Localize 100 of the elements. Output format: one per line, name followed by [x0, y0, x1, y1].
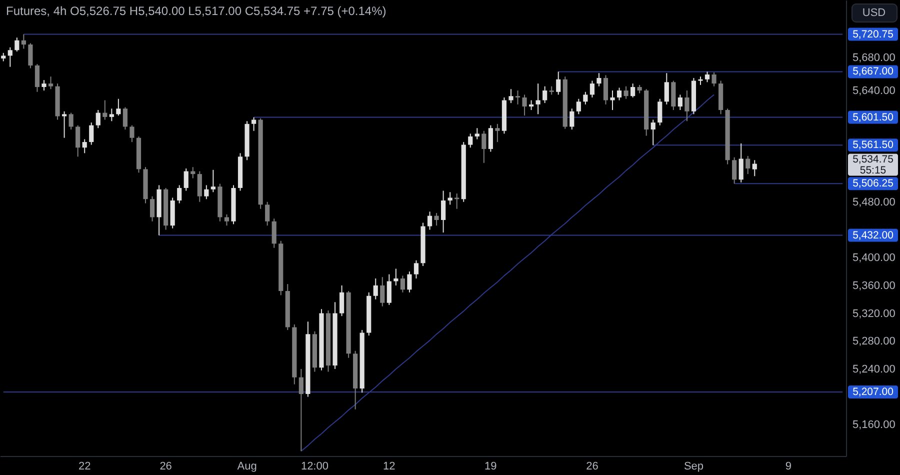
candlestick	[339, 284, 344, 317]
candlestick	[400, 275, 405, 293]
candlestick	[96, 109, 100, 129]
candlestick	[414, 260, 419, 279]
candlestick	[746, 155, 750, 175]
candlestick	[265, 201, 270, 226]
x-tick-label: Aug	[237, 460, 257, 472]
candlestick	[204, 184, 209, 200]
candlestick	[407, 271, 412, 293]
x-tick-label: Sep	[684, 460, 704, 472]
candlestick	[394, 268, 398, 286]
candlestick	[427, 211, 432, 230]
candlestick	[664, 72, 669, 105]
candlestick	[386, 274, 392, 306]
candlestick	[678, 94, 682, 110]
candlestick	[570, 108, 574, 130]
candlestick	[373, 278, 378, 300]
candlestick	[224, 214, 230, 226]
candlestick	[542, 86, 548, 104]
candlestick	[495, 123, 500, 143]
candlestick	[684, 90, 690, 122]
candlestick	[116, 98, 121, 116]
x-tick-label: 26	[160, 460, 172, 472]
candlestick	[528, 100, 534, 110]
candlestick	[441, 190, 446, 234]
candlestick	[150, 196, 155, 222]
candlestick	[515, 90, 520, 105]
candlestick	[252, 116, 256, 132]
x-tick-label: 12:00	[300, 460, 328, 472]
candlestick	[738, 142, 744, 183]
data-label: 5,720.75	[852, 28, 894, 40]
y-tick-label: 5,480.00	[852, 196, 896, 208]
candlestick	[272, 218, 276, 248]
y-tick-label: 5,360.00	[852, 280, 896, 292]
candlestick	[177, 184, 182, 204]
x-tick-label: 22	[78, 460, 91, 472]
candlestick	[576, 98, 581, 115]
candlestick	[732, 156, 737, 184]
candlestick	[14, 37, 20, 52]
x-tick-label: 9	[785, 460, 792, 472]
candlestick	[596, 72, 602, 87]
candlestick	[42, 80, 46, 92]
chart-title: Futures, 4h O5,526.75 H5,540.00 L5,517.00 C5,534.75 +7.75 (+0.14%)	[6, 4, 386, 18]
candlestick	[109, 108, 114, 122]
candlestick	[650, 119, 656, 146]
candlestick	[603, 74, 608, 105]
candlestick	[712, 72, 716, 87]
candlestick	[624, 86, 628, 100]
candlestick	[583, 91, 588, 105]
y-tick-label: 5,680.00	[852, 52, 896, 64]
candlestick	[536, 83, 540, 115]
candlestick	[508, 88, 514, 104]
y-tick-label: 5,640.00	[852, 85, 896, 98]
candlestick	[704, 71, 710, 83]
candlestick	[468, 133, 473, 148]
y-tick-label: 5,280.00	[852, 336, 896, 348]
candlestick	[752, 160, 757, 177]
candlestick	[658, 98, 662, 126]
y-tick-label: 5,240.00	[852, 363, 896, 376]
candlestick	[197, 170, 202, 202]
x-tick-label: 26	[586, 460, 598, 472]
candlestick	[130, 124, 134, 143]
candlestick	[28, 42, 33, 69]
candlestick	[8, 46, 12, 68]
y-tick-label: 5,400.00	[852, 252, 896, 264]
candlestick	[68, 112, 74, 130]
candlestick	[380, 276, 385, 307]
y-tick-label: 5,320.00	[852, 308, 896, 320]
candlestick	[34, 64, 40, 92]
candlestick	[21, 34, 26, 50]
data-label: 5,207.00	[852, 386, 894, 398]
candlestick	[616, 87, 622, 101]
candlestick	[210, 169, 216, 193]
candlestick	[122, 106, 128, 130]
y-tick-label: 5,160.00	[852, 419, 896, 432]
candlestick	[89, 122, 94, 146]
data-label: 5,601.50	[852, 111, 894, 124]
data-label: 5,561.50	[852, 139, 894, 152]
candlestick	[298, 368, 304, 452]
text: 5,534.75	[852, 153, 894, 166]
text: 55:15	[860, 164, 886, 176]
candlestick	[62, 110, 67, 138]
candlestick	[522, 94, 527, 116]
candlestick	[48, 76, 54, 90]
candlestick	[610, 90, 615, 110]
candlestick	[454, 193, 460, 210]
candlestick	[590, 80, 594, 98]
data-label: 5,667.00	[852, 66, 894, 78]
candlestick	[102, 100, 108, 120]
x-tick-label: 12	[383, 460, 396, 472]
data-label: 5,506.25	[852, 178, 894, 190]
candlestick	[448, 192, 452, 206]
candlestick	[434, 212, 439, 226]
candlestick	[474, 128, 480, 140]
candlestick	[482, 130, 486, 164]
candlestick	[488, 124, 493, 152]
candlestick	[82, 138, 87, 154]
candlestick	[76, 124, 80, 158]
candlestick	[556, 71, 561, 96]
candlestick	[184, 168, 188, 192]
